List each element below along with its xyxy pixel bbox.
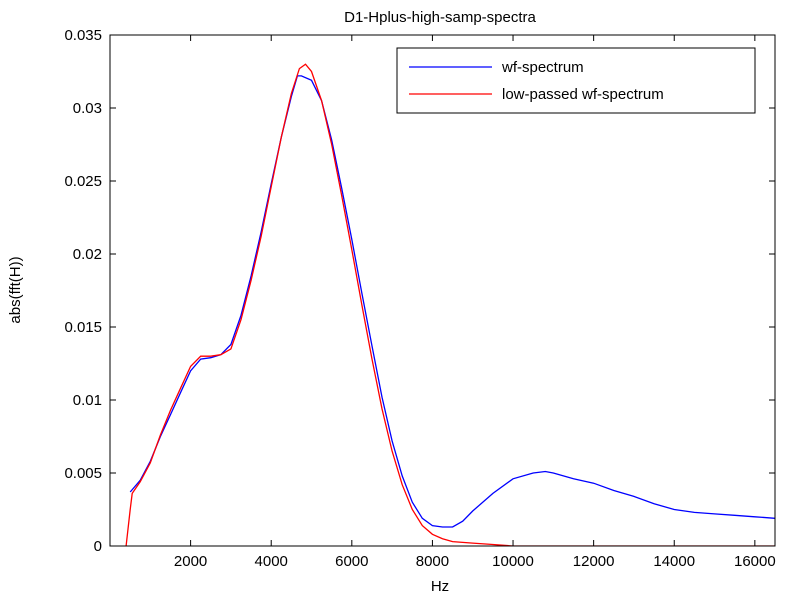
x-tick-label: 10000 [492,553,534,570]
y-tick-label: 0.005 [64,465,102,482]
x-axis-label: Hz [431,578,449,595]
y-tick-label: 0.035 [64,27,102,44]
y-tick-label: 0.015 [64,319,102,336]
x-tick-label: 2000 [174,553,207,570]
x-tick-label: 4000 [255,553,288,570]
plot-area: 2000 4000 6000 8000 10000 12000 14000 16000 0 0.0… [64,27,775,570]
y-axis-label: abs(fft(H)) [7,256,24,323]
legend-label-1: wf-spectrum [501,59,584,76]
x-tick-label: 12000 [573,553,615,570]
x-tick-label: 6000 [335,553,368,570]
x-tick-label: 16000 [734,553,776,570]
y-tick-label: 0.01 [73,392,102,409]
legend-box [397,48,755,113]
y-tick-label: 0.02 [73,246,102,263]
y-tick-label: 0.03 [73,100,102,117]
x-tick-label: 8000 [416,553,449,570]
legend-label-2: low-passed wf-spectrum [502,86,664,103]
chart-title: D1-Hplus-high-samp-spectra [344,9,536,26]
y-tick-label: 0 [94,538,102,555]
x-tick-label: 14000 [653,553,695,570]
y-tick-label: 0.025 [64,173,102,190]
